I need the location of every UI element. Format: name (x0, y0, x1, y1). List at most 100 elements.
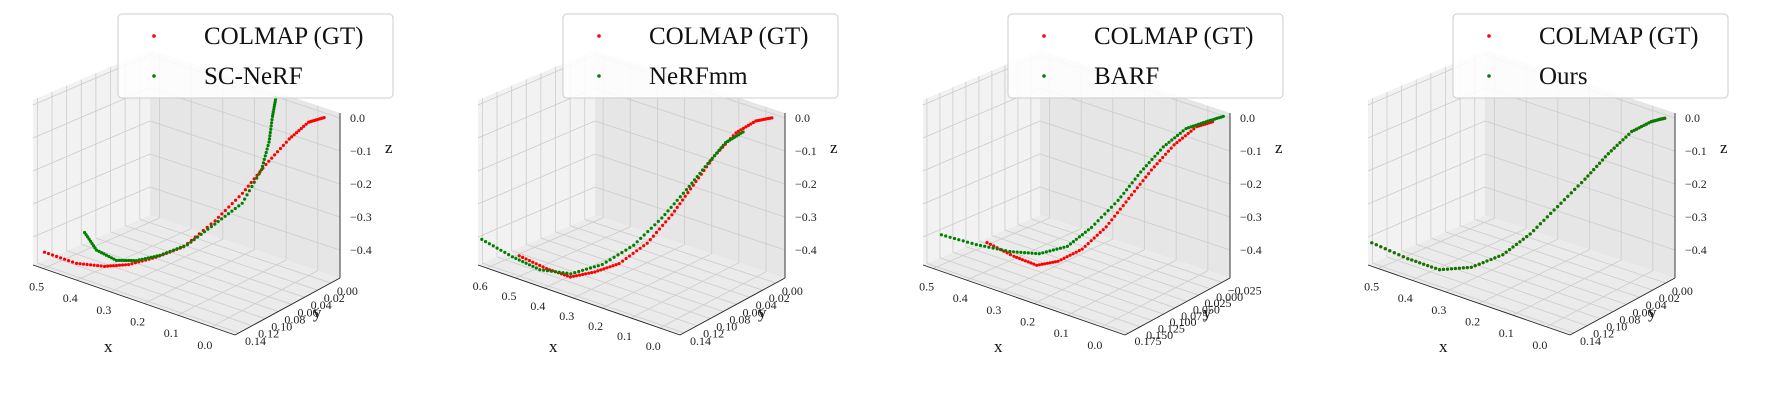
data-point (287, 137, 291, 141)
data-point (631, 251, 635, 255)
data-point (687, 184, 691, 188)
data-point (1074, 237, 1078, 241)
data-point (1175, 133, 1180, 138)
data-point (196, 235, 200, 239)
data-point (112, 257, 116, 261)
data-point (59, 256, 63, 260)
data-point (1414, 259, 1418, 263)
data-point (1189, 129, 1193, 133)
data-point (297, 129, 301, 133)
y-tick-label: 0.14 (1580, 334, 1601, 348)
data-point (290, 135, 294, 139)
data-point (1598, 161, 1602, 165)
data-point (1029, 261, 1033, 265)
data-point (1172, 143, 1176, 147)
z-tick-label: −0.4 (350, 243, 372, 257)
data-point (1155, 162, 1159, 166)
data-point (1612, 146, 1616, 150)
data-point (1083, 244, 1087, 248)
y-tick-label: 0.02 (769, 291, 790, 305)
data-point (507, 253, 511, 257)
data-point (108, 264, 113, 268)
data-point (1583, 177, 1587, 181)
data-point (681, 191, 686, 195)
data-point (1637, 126, 1641, 130)
data-point (1144, 164, 1148, 168)
x-tick-label: 0.3 (96, 303, 111, 317)
data-point (1418, 261, 1422, 265)
data-point (734, 131, 738, 135)
data-point (663, 212, 667, 217)
data-point (710, 156, 714, 160)
data-point (561, 271, 565, 275)
data-point (220, 212, 224, 216)
data-point (1445, 267, 1450, 271)
data-point (267, 159, 271, 163)
data-point (322, 116, 326, 120)
data-point (1020, 258, 1024, 262)
data-point (1191, 124, 1196, 128)
data-point (1113, 202, 1117, 206)
data-point (628, 246, 632, 250)
data-point (708, 159, 712, 163)
data-point (1535, 225, 1539, 229)
data-point (1144, 175, 1148, 179)
data-point (596, 264, 600, 268)
data-point (1074, 250, 1078, 254)
data-point (155, 254, 159, 258)
data-point (1018, 256, 1022, 261)
z-tick-label: −0.2 (1685, 177, 1707, 191)
data-point (1189, 125, 1193, 129)
data-point (621, 259, 625, 263)
data-point (281, 143, 285, 147)
back-pane (1485, 50, 1675, 278)
data-point (590, 271, 594, 275)
data-point (185, 243, 189, 247)
x-tick-label: 0.3 (1431, 303, 1446, 317)
data-point (245, 193, 249, 197)
data-point (250, 184, 254, 189)
data-point (1142, 167, 1146, 171)
data-point (1469, 265, 1473, 269)
data-point (588, 266, 593, 270)
data-point (263, 154, 267, 158)
data-point (1127, 196, 1131, 200)
data-point (611, 264, 615, 268)
data-point (939, 233, 944, 237)
data-point (1124, 200, 1128, 204)
data-point (1449, 267, 1454, 271)
data-point (1642, 123, 1646, 127)
data-point (130, 262, 134, 266)
data-point (75, 261, 79, 265)
data-point (264, 162, 268, 167)
data-point (749, 122, 753, 126)
data-point (577, 269, 581, 274)
data-point (565, 274, 570, 278)
y-tick-label: 0.04 (756, 298, 777, 312)
data-point (117, 263, 122, 267)
z-tick-label: −0.2 (350, 177, 372, 191)
legend-marker (152, 34, 156, 38)
data-point (1164, 152, 1168, 156)
y-tick-label: 0.025 (1205, 296, 1232, 310)
data-point (1037, 263, 1041, 267)
data-point (524, 261, 528, 265)
data-point (667, 216, 671, 220)
data-point (233, 206, 237, 211)
data-point (302, 124, 306, 128)
data-point (741, 130, 745, 134)
data-point (604, 260, 608, 264)
data-point (1098, 230, 1102, 234)
data-point (1663, 116, 1667, 120)
data-point (1511, 245, 1515, 249)
data-point (1624, 135, 1628, 139)
data-point (608, 265, 612, 269)
y-tick-label: 0.08 (284, 312, 305, 326)
data-point (616, 253, 620, 257)
legend-entry-label: COLMAP (GT) (649, 23, 809, 50)
data-point (480, 237, 484, 241)
x-tick-label: 0.0 (1532, 338, 1547, 352)
data-point (1545, 215, 1549, 219)
data-point (574, 274, 579, 278)
data-point (1130, 193, 1134, 197)
